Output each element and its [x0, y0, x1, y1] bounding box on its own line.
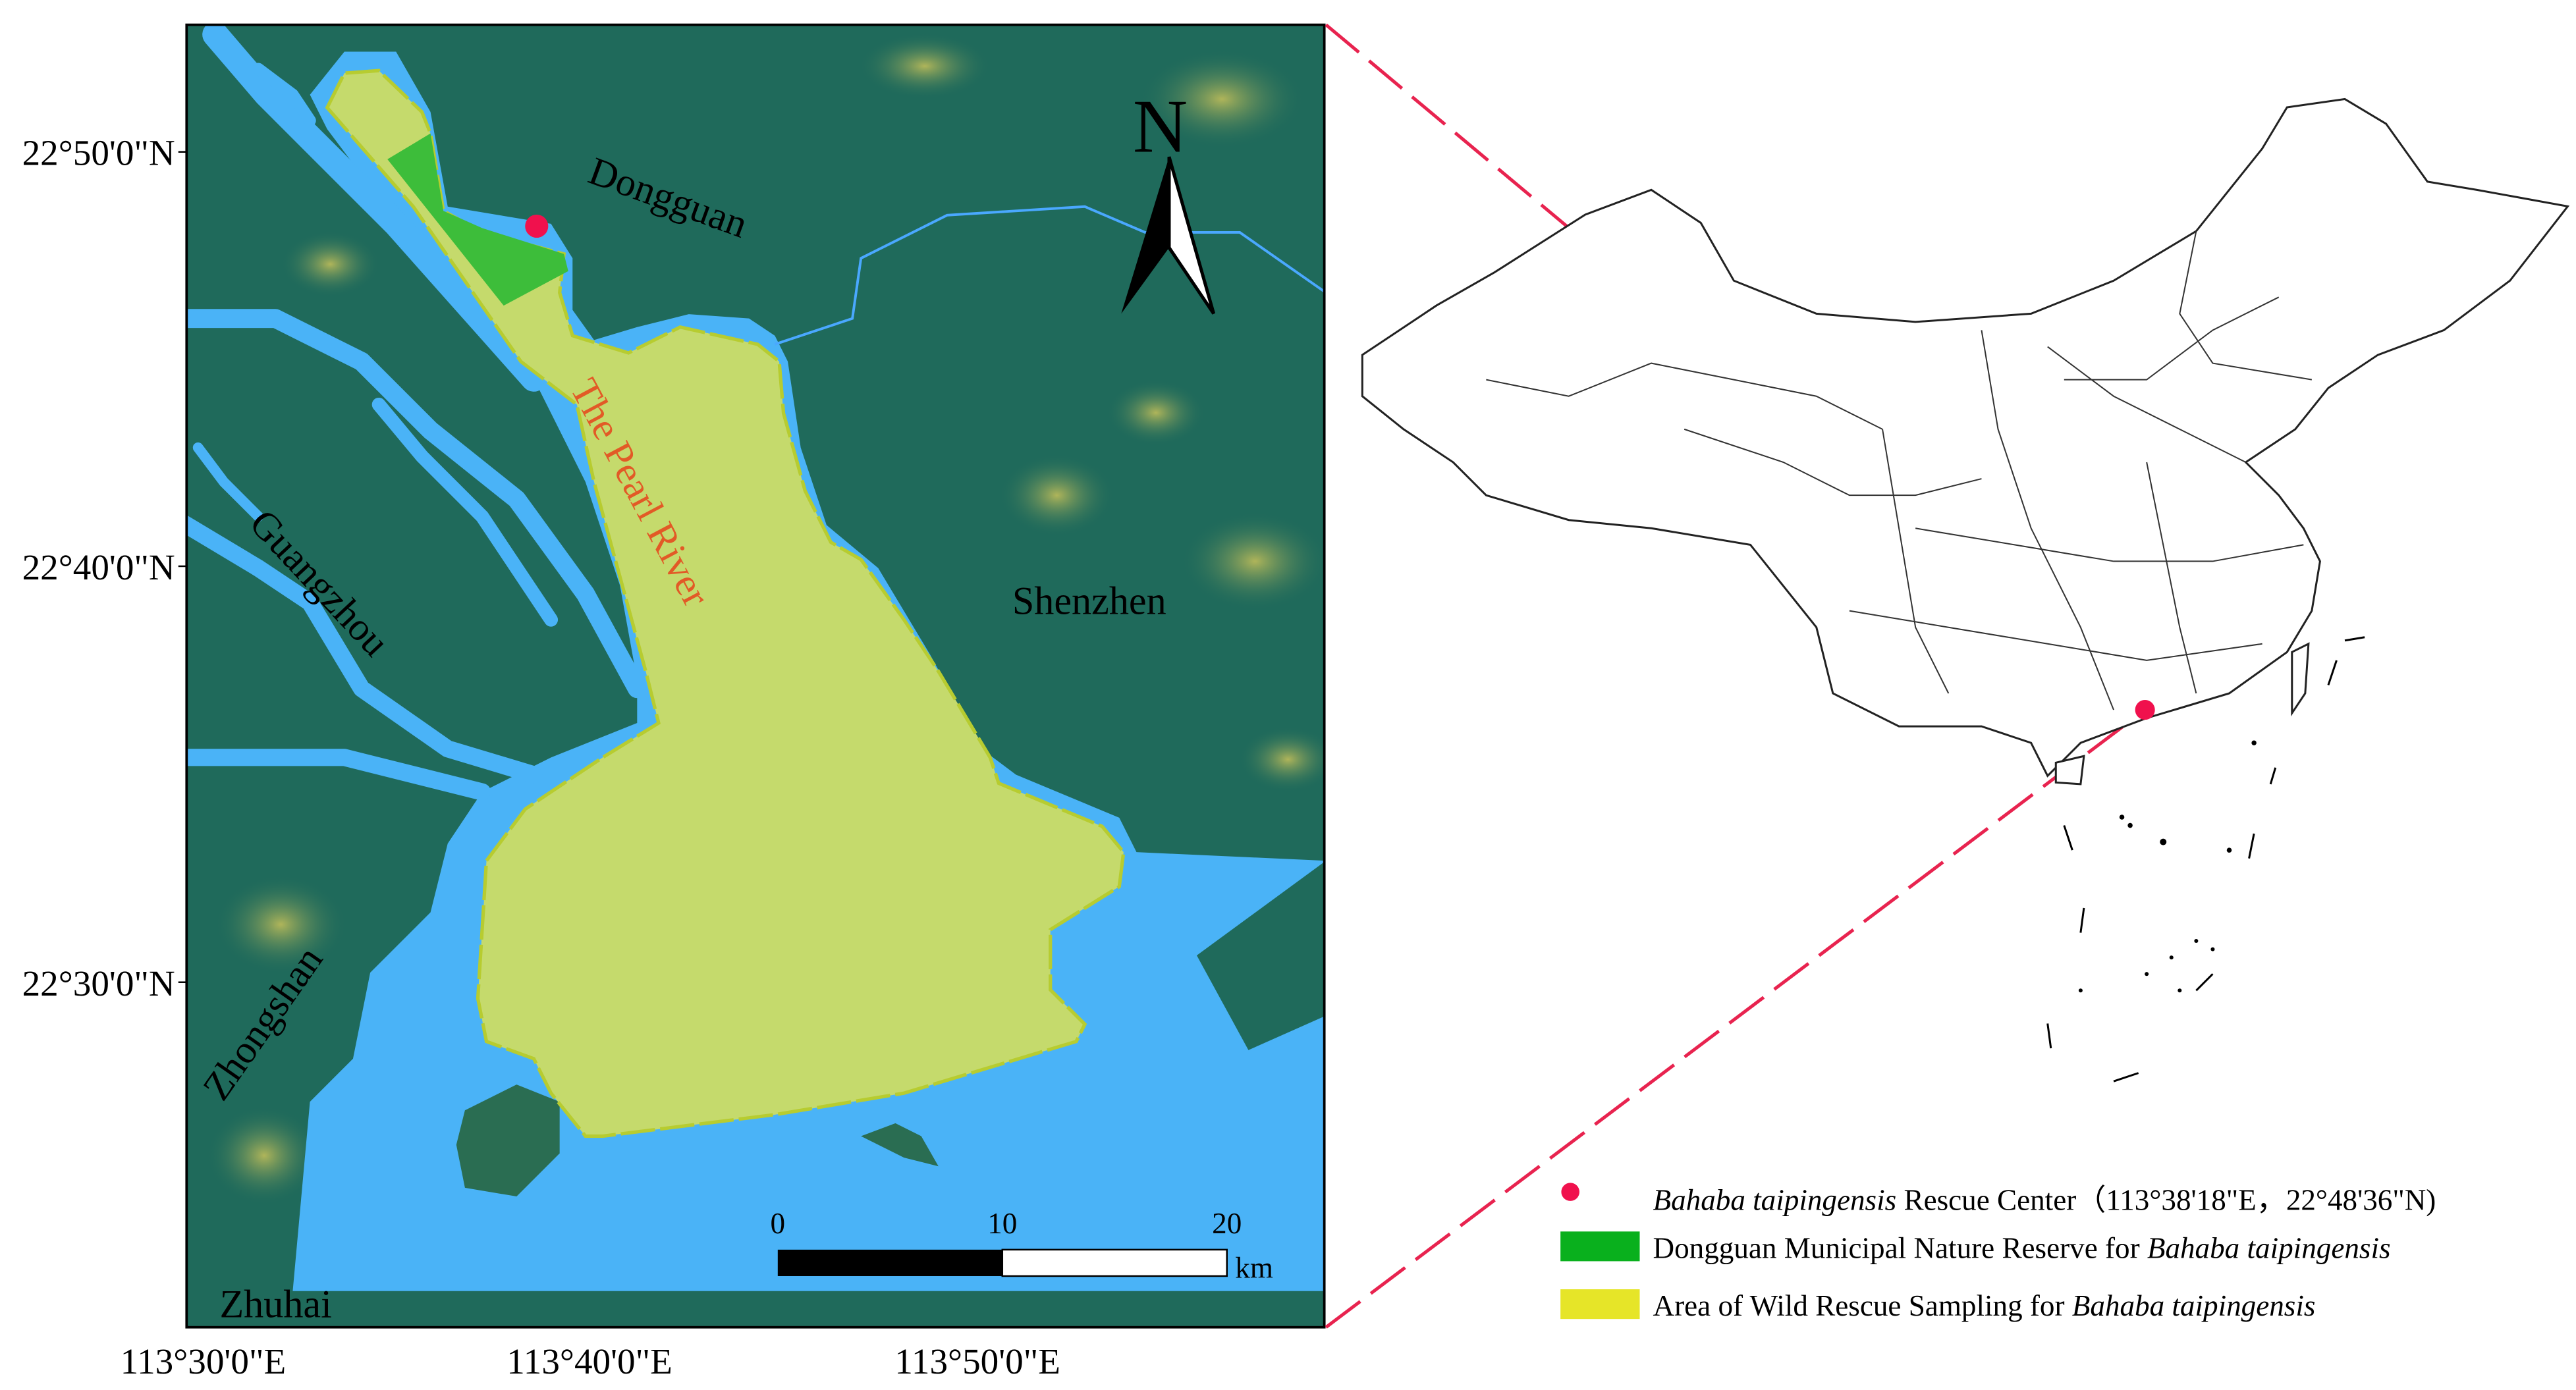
svg-text:Dongguan Municipal Nature Rese: Dongguan Municipal Nature Reserve for Ba… [1653, 1231, 2391, 1264]
north-arrow-icon [1121, 157, 1169, 314]
rescue-center-marker-china [2135, 700, 2155, 720]
map-frame [185, 23, 1326, 1329]
sampling-area [325, 68, 1126, 1138]
latitude-labels: 22°50'0"N 22°40'0"N 22°30'0"N [22, 133, 187, 1003]
china-outline [1361, 97, 2570, 778]
legend-swatch-green [1560, 1231, 1640, 1262]
north-arrow: N [1121, 84, 1216, 315]
south-china-sea-islands [2078, 740, 2257, 993]
svg-text:10: 10 [987, 1207, 1017, 1240]
nine-dash-line [2046, 636, 2365, 1083]
svg-text:113°50'0"E: 113°50'0"E [894, 1341, 1060, 1381]
island [861, 1123, 939, 1167]
river-east [774, 205, 1325, 346]
taiwan [2291, 642, 2310, 717]
svg-text:22°40'0"N: 22°40'0"N [22, 547, 175, 587]
nature-reserve [387, 133, 568, 306]
svg-text:113°30'0"E: 113°30'0"E [121, 1341, 287, 1381]
svg-text:20: 20 [1212, 1207, 1242, 1240]
legend-item-rescue-center: Bahaba taipingensis Rescue Center（113°38… [1561, 1183, 2436, 1217]
label-zhuhai: Zhuhai [219, 1283, 331, 1327]
study-area-map: Dongguan Guangzhou Zhongshan Zhuhai Shen… [186, 24, 1325, 1327]
svg-text:Area of Wild Rescue Sampling f: Area of Wild Rescue Sampling for Bahaba … [1653, 1289, 2316, 1322]
river-channels [186, 24, 647, 801]
legend-swatch-yellow [1560, 1289, 1640, 1320]
svg-text:Bahaba taipingensis Rescue Cen: Bahaba taipingensis Rescue Center（113°38… [1653, 1184, 2436, 1217]
island [456, 1084, 560, 1197]
legend: Bahaba taipingensis Rescue Center（113°38… [1560, 1183, 2436, 1322]
china-map [1361, 97, 2570, 1083]
legend-item-sampling-area: Area of Wild Rescue Sampling for Bahaba … [1560, 1289, 2315, 1322]
label-shenzhen: Shenzhen [1012, 579, 1166, 624]
svg-text:km: km [1235, 1251, 1273, 1284]
svg-text:22°50'0"N: 22°50'0"N [22, 133, 175, 173]
svg-text:22°30'0"N: 22°30'0"N [22, 963, 175, 1003]
legend-dot-icon [1561, 1183, 1579, 1201]
longitude-labels: 113°30'0"E 113°40'0"E 113°50'0"E [121, 1341, 1060, 1381]
scale-bar: 0 10 20 km [771, 1207, 1273, 1285]
legend-item-nature-reserve: Dongguan Municipal Nature Reserve for Ba… [1560, 1231, 2391, 1264]
hainan [2054, 755, 2085, 786]
svg-text:0: 0 [771, 1207, 786, 1240]
north-label: N [1133, 84, 1188, 169]
svg-text:113°40'0"E: 113°40'0"E [507, 1341, 672, 1381]
rescue-center-marker [525, 214, 549, 238]
